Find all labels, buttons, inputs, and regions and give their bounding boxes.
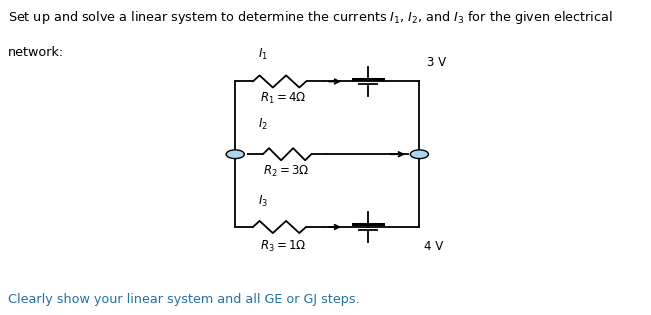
Text: Clearly show your linear system and all GE or GJ steps.: Clearly show your linear system and all … — [8, 293, 359, 306]
Circle shape — [410, 150, 428, 158]
Text: $I_1$: $I_1$ — [258, 47, 268, 62]
Text: $R_3=1\Omega$: $R_3=1\Omega$ — [260, 239, 307, 254]
Text: $R_1=4\Omega$: $R_1=4\Omega$ — [260, 91, 307, 106]
Text: network:: network: — [8, 46, 64, 59]
Circle shape — [226, 150, 244, 158]
Text: $R_2=3\Omega$: $R_2=3\Omega$ — [263, 164, 309, 179]
Text: Set up and solve a linear system to determine the currents $I_1$, $I_2$, and $I_: Set up and solve a linear system to dete… — [8, 9, 613, 26]
Text: $I_2$: $I_2$ — [258, 117, 268, 132]
Text: $I_3$: $I_3$ — [258, 194, 268, 209]
Text: 4 V: 4 V — [424, 240, 444, 253]
Text: 3 V: 3 V — [427, 55, 446, 69]
